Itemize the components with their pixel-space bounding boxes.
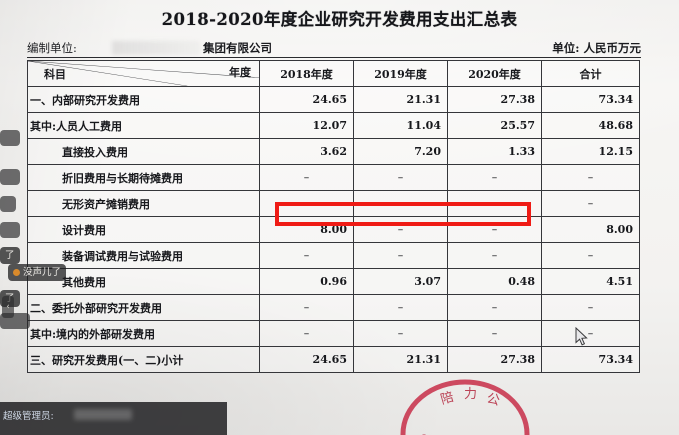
table-cell: – [353, 320, 448, 347]
table-cell: – [259, 190, 354, 217]
row-label: 一、内部研究开发费用 [27, 86, 260, 113]
page-title: 2018-2020年度企业研究开发费用支出汇总表 [161, 10, 518, 29]
table-cell: – [447, 294, 542, 321]
chat-admin-label: 超级管理员: [3, 411, 54, 422]
table-cell: 7.20 [353, 138, 448, 165]
unit-note: 单位: 人民币万元 [552, 41, 641, 55]
table-row: 装备调试费用与试验费用 – – – – [27, 242, 640, 269]
meta-underline [27, 57, 641, 58]
table-row: 其他费用 0.96 3.07 0.48 4.51 [27, 268, 640, 295]
table-row: 其中:境内的外部研发费用 – – – – [27, 320, 640, 347]
row-label: 设计费用 [27, 216, 260, 243]
table-cell: 3.07 [353, 268, 448, 295]
table-cell: 25.57 [447, 112, 542, 139]
row-label: 三、研究开发费用(一、二)小计 [27, 346, 260, 373]
table-cell: – [541, 242, 640, 269]
table-cell: – [541, 190, 640, 217]
table-row: 其中:人员人工费用 12.07 11.04 25.57 48.68 [27, 112, 640, 139]
table-cell: 0.96 [259, 268, 354, 295]
table-cell: – [353, 190, 448, 217]
table-cell: 21.31 [353, 86, 448, 113]
row-label: 直接投入费用 [27, 138, 260, 165]
table-cell: – [353, 242, 448, 269]
corner-year-label: 年度 [229, 66, 251, 79]
table-cell: – [447, 320, 542, 347]
table-cell: 3.62 [259, 138, 354, 165]
column-header: 2019年度 [353, 60, 448, 87]
table-cell: – [353, 164, 448, 191]
row-label: 其中:境内的外部研发费用 [27, 320, 260, 347]
table-cell: – [259, 242, 354, 269]
column-header: 合计 [541, 60, 640, 87]
chat-message-2[interactable]: 没声儿了 [8, 264, 67, 281]
chat-badge-icon [13, 269, 20, 276]
rd-expense-table-wrapper: 年度累计发生额科目2018年度2019年度2020年度合计一、内部研究开发费用2… [27, 60, 640, 418]
table-cell: 1.33 [447, 138, 542, 165]
company-name-redacted [112, 41, 200, 55]
table-cell: – [447, 242, 542, 269]
table-cell: – [447, 216, 542, 243]
table-row: 直接投入费用 3.62 7.20 1.33 12.15 [27, 138, 640, 165]
collapse-panel-button[interactable]: ‹ [2, 296, 14, 318]
table-cell: 8.00 [259, 216, 354, 243]
chat-bubble-blob-5 [0, 196, 16, 212]
table-cell: 0.48 [447, 268, 542, 295]
collapse-chevron-icon: ‹ [6, 302, 10, 312]
rd-expense-table: 年度累计发生额科目2018年度2019年度2020年度合计一、内部研究开发费用2… [27, 60, 640, 373]
chat-bubble-blob-2 [0, 222, 20, 238]
prepared-by-label: 编制单位: [27, 41, 77, 55]
table-row: 二、委托外部研究开发费用 – – – – [27, 294, 640, 321]
table-cell: 24.65 [259, 346, 354, 373]
chat-input-bar[interactable]: 超级管理员: [0, 402, 227, 435]
corner-cumulative-label: 累计发生额 [120, 84, 175, 86]
table-cell: 21.31 [353, 346, 448, 373]
table-cell: 12.07 [259, 112, 354, 139]
chat-admin-message-redacted [74, 409, 132, 420]
row-label: 其中:人员人工费用 [27, 112, 260, 139]
table-cell: – [259, 320, 354, 347]
table-cell: – [447, 164, 542, 191]
table-row: 一、内部研究开发费用 24.65 21.31 27.38 73.34 [27, 86, 640, 113]
table-cell: – [259, 294, 354, 321]
table-row: 设计费用 8.00– –8.00 [27, 216, 640, 243]
row-label: 二、委托外部研究开发费用 [27, 294, 260, 321]
table-cell: – [259, 164, 354, 191]
row-label: 装备调试费用与试验费用 [27, 242, 260, 269]
table-cell: – [353, 216, 448, 243]
table-row: 折旧费用与长期待摊费用 – – – – [27, 164, 640, 191]
column-header: 2018年度 [259, 60, 354, 87]
table-cell: – [541, 320, 640, 347]
table-cell: 27.38 [447, 346, 542, 373]
table-cell: 8.00 [541, 216, 640, 243]
table-cell: 48.68 [541, 112, 640, 139]
table-cell: – [541, 294, 640, 321]
table-cell: 4.51 [541, 268, 640, 295]
table-corner-header: 年度累计发生额 科目 [27, 60, 260, 87]
document-meta-row: 编制单位: 集团有限公司 单位: 人民币万元 [27, 40, 641, 58]
table-cell: 73.34 [541, 86, 640, 113]
table-cell: – [447, 190, 542, 217]
table-cell: 27.38 [447, 86, 542, 113]
table-cell: 11.04 [353, 112, 448, 139]
chat-message-1[interactable]: 了 [0, 247, 20, 264]
table-cell: 12.15 [541, 138, 640, 165]
row-label: 折旧费用与长期待摊费用 [27, 164, 260, 191]
row-label: 无形资产摊销费用 [27, 190, 260, 217]
company-name-suffix: 集团有限公司 [203, 41, 272, 55]
table-cell: 24.65 [259, 86, 354, 113]
table-cell: 73.34 [541, 346, 640, 373]
table-row: 无形资产摊销费用 – – – – [27, 190, 640, 217]
table-cell: – [541, 164, 640, 191]
corner-diagonal-lines [29, 61, 259, 86]
table-row: 三、研究开发费用(一、二)小计 24.65 21.31 27.38 73.34 [27, 346, 640, 373]
column-header: 2020年度 [447, 60, 542, 87]
chat-bubble-blob-1 [0, 169, 20, 185]
corner-item-label: 科目 [44, 68, 66, 81]
chat-bubble-blob-4 [0, 130, 20, 146]
table-cell: – [353, 294, 448, 321]
chat-message-2-text: 没声儿了 [23, 267, 62, 278]
chat-message-1-text: 了 [5, 250, 15, 261]
